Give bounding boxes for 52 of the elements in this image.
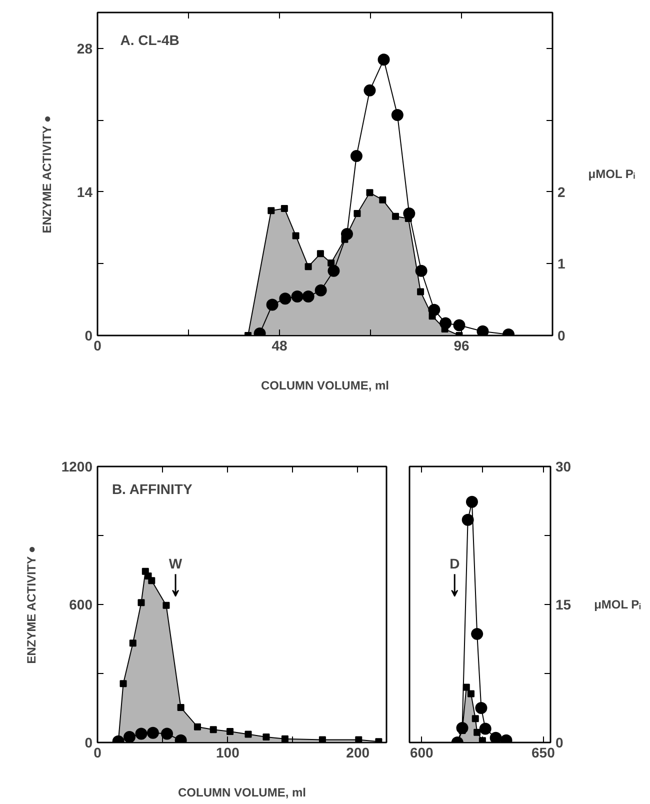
point [428,304,440,316]
point [328,264,340,277]
point [391,109,404,122]
x-tick-label: 96 [454,338,470,354]
point [350,150,362,162]
y-tick-label: 14 [76,184,93,200]
point [266,298,278,311]
point [340,228,353,240]
point [279,292,292,305]
x-axis-title: COLUMN VOLUME, ml [178,786,306,800]
y2-axis-title: μMOL Pᵢ [588,167,636,181]
x-tick-label: 100 [216,744,240,760]
text: A. CL-4B [120,32,180,48]
y2-tick-label: 2 [558,184,566,200]
point [479,722,492,735]
point [453,319,466,332]
y-tick-label: 28 [76,40,93,56]
point [462,514,474,526]
y-tick-label: 0 [84,734,93,750]
point [291,290,304,303]
y-axis-title: ENZYME ACTIVITY ● [24,546,38,664]
point [314,284,327,296]
text: B. AFFINITY [112,480,193,497]
x-tick-label: 600 [410,744,434,760]
point [403,207,416,220]
y2-tick-label: 1 [558,256,566,272]
y-tick-label: 600 [69,596,93,612]
y-tick-label: 0 [84,328,93,344]
y2-tick-label: 0 [558,328,566,344]
point [475,702,488,714]
y2-tick-label: 30 [556,458,572,474]
x-tick-label: 650 [532,744,556,760]
point [456,722,468,734]
point [440,317,452,330]
y-tick-label: 1200 [61,458,93,474]
x-axis-title: COLUMN VOLUME, ml [261,378,389,392]
point [490,732,502,742]
point [471,628,484,640]
x-tick-label: 48 [272,338,288,354]
point [364,84,376,96]
point [302,290,314,303]
annotation: W [168,555,183,572]
y2-tick-label: 0 [556,734,564,750]
y2-axis-title: μMOL Pᵢ [594,598,642,612]
point [415,264,428,277]
point [378,54,390,66]
point [476,325,489,336]
y-axis-title: ENZYME ACTIVITY ● [40,115,54,234]
point [466,496,478,508]
annotation: D [450,555,460,572]
y2-tick-label: 15 [556,596,572,612]
x-tick-label: 200 [346,744,370,760]
